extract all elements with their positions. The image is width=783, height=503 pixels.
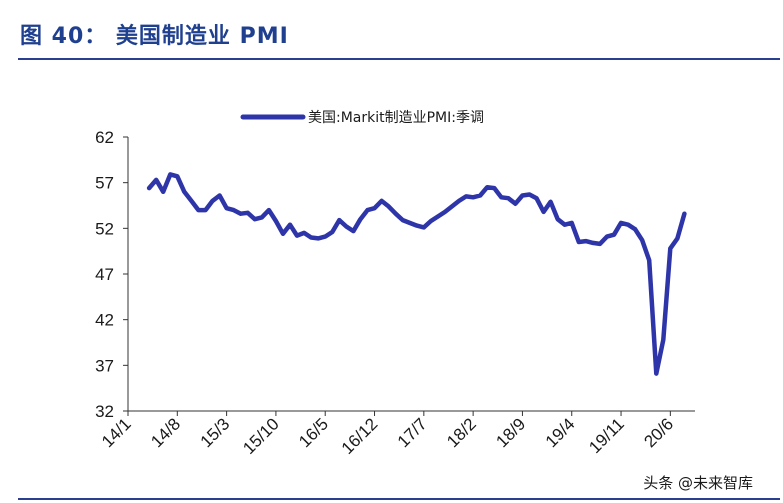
x-tick-labels: 14/1 14/8 15/3 15/10 16/5 16/12 17/7 18/2 18/9 19…: [98, 414, 677, 458]
x-tick-label: 16/5: [295, 414, 332, 451]
x-tick-label: 18/2: [443, 414, 480, 451]
series-line-us-markit-pmi: [146, 172, 687, 376]
axes: [123, 136, 695, 416]
legend: 美国:Markit制造业PMI:季调: [240, 110, 484, 126]
y-tick-label: 52: [95, 219, 114, 238]
y-tick-label: 47: [95, 265, 114, 284]
y-tick-label: 62: [95, 128, 114, 147]
x-tick-label: 20/6: [640, 414, 677, 451]
x-tick-label: 19/4: [542, 414, 579, 451]
x-tick-label: 19/11: [585, 414, 628, 457]
y-tick-label: 42: [95, 311, 114, 330]
bottom-rule: [18, 498, 780, 500]
y-tick-label: 32: [95, 402, 114, 421]
top-rule: [18, 58, 780, 60]
y-tick-label: 57: [95, 174, 114, 193]
legend-label: 美国:Markit制造业PMI:季调: [308, 110, 484, 126]
x-tick-label: 15/10: [239, 414, 283, 458]
x-tick-label: 17/7: [394, 414, 431, 451]
x-tick-label: 15/3: [197, 414, 234, 451]
source-watermark: 头条 @未来智库: [643, 474, 753, 492]
x-tick-label: 16/12: [338, 414, 382, 458]
y-tick-label: 37: [95, 356, 114, 375]
y-tick-labels: 62 57 52 47 42 37 32: [95, 128, 114, 421]
figure-title: 图 40： 美国制造业 PMI: [20, 24, 289, 49]
x-tick-label: 14/8: [147, 414, 184, 451]
x-tick-label: 18/9: [492, 414, 529, 451]
